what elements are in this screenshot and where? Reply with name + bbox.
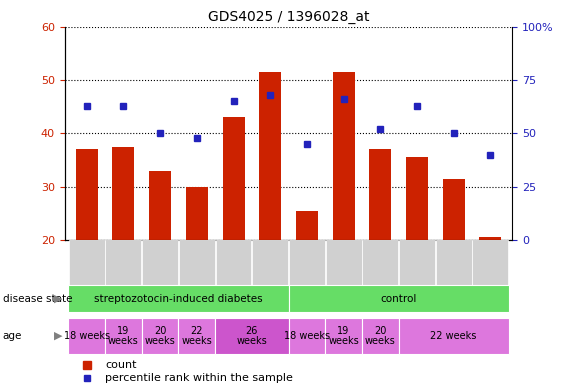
Title: GDS4025 / 1396028_at: GDS4025 / 1396028_at (208, 10, 369, 25)
Bar (149, 171, 171, 240)
Text: count: count (105, 360, 137, 370)
Bar (289, 285, 508, 313)
Text: 18 weeks: 18 weeks (64, 331, 110, 341)
Bar (289, 318, 325, 354)
Text: control: control (381, 293, 417, 304)
Text: 20
weeks: 20 weeks (365, 326, 396, 346)
Text: 22 weeks: 22 weeks (431, 331, 477, 341)
Bar (443, 179, 464, 240)
Bar (113, 147, 135, 240)
Bar (406, 157, 428, 240)
Text: 18 weeks: 18 weeks (284, 331, 330, 341)
Bar (186, 187, 208, 240)
Text: ▶: ▶ (53, 293, 62, 304)
Bar (252, 240, 288, 286)
Bar (76, 149, 98, 240)
Bar (472, 240, 508, 286)
Bar (333, 72, 355, 240)
Text: 19
weeks: 19 weeks (108, 326, 139, 346)
Bar (259, 72, 281, 240)
Bar (69, 240, 105, 286)
Text: streptozotocin-induced diabetes: streptozotocin-induced diabetes (94, 293, 263, 304)
Bar (216, 240, 252, 286)
Bar (215, 318, 289, 354)
Bar (178, 318, 215, 354)
Bar (325, 318, 362, 354)
Bar (436, 240, 472, 286)
Bar (325, 240, 361, 286)
Text: 22
weeks: 22 weeks (181, 326, 212, 346)
Text: 20
weeks: 20 weeks (145, 326, 176, 346)
Text: ▶: ▶ (53, 331, 62, 341)
Text: disease state: disease state (3, 293, 72, 304)
Bar (142, 240, 178, 286)
Text: 26
weeks: 26 weeks (236, 326, 267, 346)
Bar (369, 149, 391, 240)
Bar (479, 237, 501, 240)
Bar (222, 118, 244, 240)
Bar (296, 211, 318, 240)
Bar (362, 318, 399, 354)
Bar (179, 240, 215, 286)
Bar (105, 240, 141, 286)
Bar (362, 240, 398, 286)
Bar (142, 318, 178, 354)
Text: percentile rank within the sample: percentile rank within the sample (105, 373, 293, 383)
Bar (105, 318, 142, 354)
Text: age: age (3, 331, 22, 341)
Bar (289, 240, 325, 286)
Bar (69, 285, 289, 313)
Bar (399, 318, 508, 354)
Text: 19
weeks: 19 weeks (328, 326, 359, 346)
Bar (399, 240, 435, 286)
Bar (69, 318, 105, 354)
